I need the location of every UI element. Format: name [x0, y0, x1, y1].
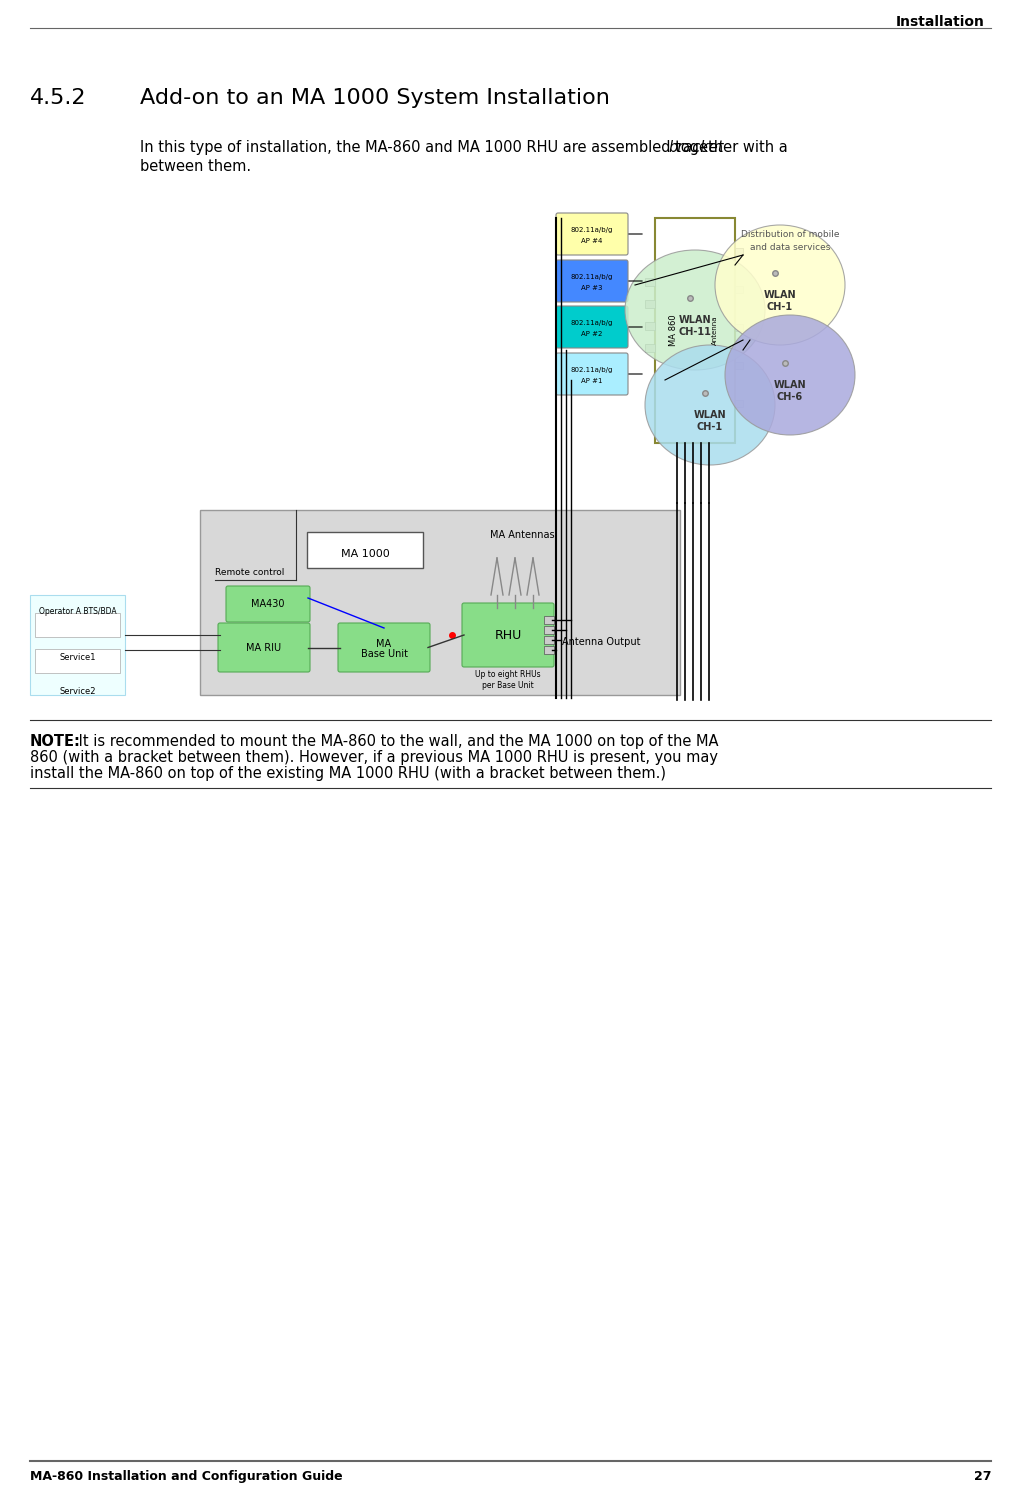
Text: CH-6: CH-6 — [777, 392, 804, 402]
Text: Installation: Installation — [896, 15, 985, 28]
FancyBboxPatch shape — [307, 533, 423, 568]
Text: per Base Unit: per Base Unit — [482, 681, 534, 690]
Text: MA: MA — [377, 639, 392, 648]
Text: CH-1: CH-1 — [697, 422, 723, 432]
FancyBboxPatch shape — [544, 646, 554, 654]
FancyBboxPatch shape — [556, 353, 628, 395]
FancyBboxPatch shape — [645, 301, 655, 308]
FancyBboxPatch shape — [35, 649, 120, 673]
FancyBboxPatch shape — [218, 622, 310, 672]
FancyBboxPatch shape — [735, 248, 743, 254]
Text: between them.: between them. — [140, 159, 251, 174]
Ellipse shape — [715, 224, 845, 346]
Text: In this type of installation, the MA-860 and MA 1000 RHU are assembled together : In this type of installation, the MA-860… — [140, 141, 792, 156]
Text: MA Antennas: MA Antennas — [490, 530, 554, 540]
Text: Service1: Service1 — [59, 652, 96, 663]
FancyBboxPatch shape — [645, 322, 655, 331]
Text: 860 (with a bracket between them). However, if a previous MA 1000 RHU is present: 860 (with a bracket between them). Howev… — [30, 749, 718, 764]
Text: WLAN: WLAN — [679, 316, 712, 325]
Text: 802.11a/b/g: 802.11a/b/g — [571, 367, 614, 373]
FancyBboxPatch shape — [655, 218, 735, 443]
FancyBboxPatch shape — [556, 212, 628, 254]
FancyBboxPatch shape — [338, 622, 430, 672]
Ellipse shape — [725, 316, 855, 435]
Ellipse shape — [625, 250, 765, 370]
Text: Operator A BTS/BDA: Operator A BTS/BDA — [39, 607, 116, 616]
Text: Antenna Output: Antenna Output — [562, 637, 640, 646]
FancyBboxPatch shape — [556, 307, 628, 349]
Text: RHU: RHU — [494, 628, 522, 642]
Text: Service2: Service2 — [59, 687, 96, 696]
Text: MA 1000: MA 1000 — [341, 549, 389, 560]
FancyBboxPatch shape — [735, 286, 743, 293]
Text: Base Unit: Base Unit — [360, 648, 407, 658]
Text: 802.11a/b/g: 802.11a/b/g — [571, 227, 614, 233]
Text: MA 860: MA 860 — [669, 314, 678, 346]
Text: 27: 27 — [973, 1471, 991, 1483]
Text: Up to eight RHUs: Up to eight RHUs — [475, 670, 541, 679]
Ellipse shape — [645, 346, 775, 465]
Text: MA430: MA430 — [251, 598, 285, 609]
FancyBboxPatch shape — [544, 636, 554, 643]
Text: Antenna: Antenna — [712, 316, 718, 346]
Text: AP #2: AP #2 — [581, 331, 602, 337]
FancyBboxPatch shape — [30, 595, 125, 696]
FancyBboxPatch shape — [735, 325, 743, 331]
FancyBboxPatch shape — [735, 399, 743, 407]
Text: MA-860 Installation and Configuration Guide: MA-860 Installation and Configuration Gu… — [30, 1471, 343, 1483]
Text: WLAN: WLAN — [764, 290, 796, 301]
Text: CH-11: CH-11 — [679, 328, 712, 337]
Text: It is recommended to mount the MA-860 to the wall, and the MA 1000 on top of the: It is recommended to mount the MA-860 to… — [74, 735, 719, 749]
FancyBboxPatch shape — [645, 344, 655, 352]
Text: and data services: and data services — [749, 242, 830, 251]
Text: bracket: bracket — [669, 141, 725, 156]
Text: WLAN: WLAN — [693, 410, 726, 420]
Text: Remote control: Remote control — [215, 568, 285, 577]
Text: install the MA-860 on top of the existing MA 1000 RHU (with a bracket between th: install the MA-860 on top of the existin… — [30, 766, 666, 781]
FancyBboxPatch shape — [35, 613, 120, 637]
FancyBboxPatch shape — [544, 616, 554, 624]
FancyBboxPatch shape — [544, 625, 554, 634]
Text: MA RIU: MA RIU — [246, 642, 282, 652]
Text: Add-on to an MA 1000 System Installation: Add-on to an MA 1000 System Installation — [140, 88, 610, 108]
Text: NOTE:: NOTE: — [30, 735, 81, 749]
FancyBboxPatch shape — [200, 510, 680, 696]
Text: CH-1: CH-1 — [767, 302, 793, 313]
Text: AP #3: AP #3 — [581, 286, 602, 292]
FancyBboxPatch shape — [645, 278, 655, 286]
Text: Distribution of mobile: Distribution of mobile — [741, 230, 839, 239]
FancyBboxPatch shape — [735, 362, 743, 370]
Text: 802.11a/b/g: 802.11a/b/g — [571, 274, 614, 280]
FancyBboxPatch shape — [461, 603, 554, 667]
Text: AP #1: AP #1 — [581, 378, 602, 384]
Text: AP #4: AP #4 — [581, 238, 602, 244]
FancyBboxPatch shape — [556, 260, 628, 302]
Text: 802.11a/b/g: 802.11a/b/g — [571, 320, 614, 326]
Text: WLAN: WLAN — [774, 380, 807, 390]
FancyBboxPatch shape — [226, 586, 310, 622]
Text: 4.5.2: 4.5.2 — [30, 88, 87, 108]
